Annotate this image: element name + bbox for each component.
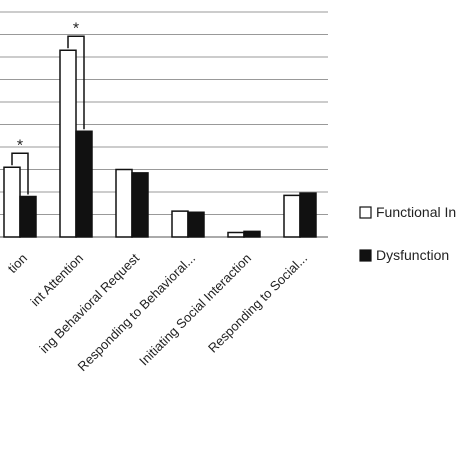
bar [59, 49, 77, 238]
legend-swatch [359, 249, 372, 262]
significance-bracket [67, 35, 85, 130]
x-tick-label: Responding to Behavioral... [75, 251, 199, 375]
bar [243, 230, 261, 238]
bar [283, 194, 301, 238]
bar [171, 210, 189, 238]
legend-label: Functional In [376, 204, 456, 220]
bar [115, 168, 133, 238]
bar [187, 211, 205, 238]
annotation: * [17, 137, 23, 154]
x-tick-label: int Attention [27, 251, 86, 310]
bar [19, 195, 37, 238]
legend-label: Dysfunction [376, 247, 449, 263]
x-tick-label: tion [5, 251, 30, 276]
bar [75, 130, 93, 238]
x-tick-label: Initiating Social Interaction [136, 251, 254, 369]
bar [299, 192, 317, 238]
x-tick-label: ing Behavioral Request [36, 250, 142, 356]
bar [3, 166, 21, 238]
bar [227, 231, 245, 238]
annotation: * [73, 20, 79, 37]
legend-swatch [359, 206, 372, 219]
x-tick-label: Responding to Social... [205, 251, 310, 356]
bar [131, 172, 149, 238]
significance-bracket [11, 152, 29, 195]
